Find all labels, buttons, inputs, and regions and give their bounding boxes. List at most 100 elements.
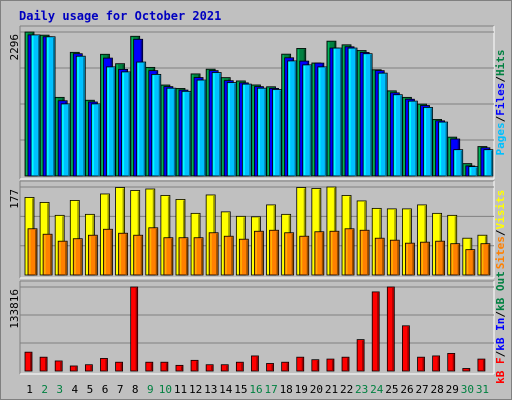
bar-kbytes-f [69, 365, 78, 372]
bar-pages [347, 47, 358, 177]
bar-sites [420, 241, 430, 276]
bar-kbytes-f [24, 351, 33, 372]
bar-pages [377, 72, 388, 177]
bar-pages [226, 82, 237, 177]
bar-pages [453, 149, 464, 177]
bar-kbytes-f [266, 363, 274, 372]
x-tick-label: 26 [400, 383, 413, 396]
bar-kbytes-f [356, 339, 365, 372]
bar-kbytes-f [160, 361, 169, 372]
bar-pages [408, 100, 418, 177]
bar-pages [30, 34, 41, 177]
bar-pages [257, 87, 267, 177]
legend-entry: / [494, 115, 507, 122]
legend-entry: Visits [494, 190, 507, 230]
bar-kbytes-f [432, 355, 441, 372]
bar-kbytes-f [296, 356, 305, 372]
x-tick-label: 14 [219, 383, 233, 396]
legend-entry: / [494, 76, 507, 83]
bar-sites [374, 237, 385, 276]
bar-kbytes-f [386, 286, 395, 372]
x-tick-label: 7 [117, 383, 124, 396]
bar-kbytes-f [417, 356, 425, 372]
bar-kbytes-f [371, 291, 380, 372]
bar-sites [133, 234, 144, 276]
bar-kbytes-f [281, 361, 290, 372]
bar-pages [151, 73, 162, 177]
legend-entry: kB F [494, 357, 507, 384]
x-tick-label: 11 [174, 383, 187, 396]
bar-sites [178, 237, 189, 276]
bar-sites [269, 229, 279, 276]
bar-kbytes-f [220, 364, 229, 372]
bar-pages [196, 79, 207, 177]
bar-sites [27, 228, 38, 276]
bar-pages [241, 83, 252, 177]
x-tick-label: 22 [340, 383, 353, 396]
legend-entry: / [494, 311, 507, 318]
x-tick-label: 16 [249, 383, 262, 396]
x-tick-label: 23 [355, 383, 368, 396]
bar-kbytes-f [190, 359, 199, 372]
bar-pages [121, 71, 131, 177]
x-tick-label: 20 [310, 383, 323, 396]
bar-kbytes-f [341, 356, 350, 372]
y-max-label: 177 [8, 189, 21, 209]
bar-kbytes-f [402, 325, 410, 372]
x-tick-label: 4 [72, 383, 79, 396]
x-tick-label: 18 [280, 383, 293, 396]
bar-pages [60, 103, 71, 177]
x-tick-label: 13 [204, 383, 217, 396]
bar-sites [223, 235, 234, 276]
bar-sites [193, 237, 204, 276]
bar-sites [118, 232, 128, 276]
bar-pages [392, 94, 403, 177]
bar-sites [163, 237, 174, 276]
bar-kbytes-f [477, 358, 486, 372]
bar-pages [136, 61, 147, 177]
panel-middle: 177 Sites/Visits [8, 180, 507, 279]
bar-sites [103, 228, 113, 276]
x-tick-label: 28 [431, 383, 444, 396]
bar-sites [87, 234, 98, 276]
bar-sites [238, 238, 249, 276]
bar-kbytes-f [175, 364, 184, 372]
bar-sites [435, 240, 446, 276]
bar-sites [208, 232, 219, 276]
series-legend-top: Pages/Files/Hits [494, 50, 507, 156]
legend-entry: Sites [494, 236, 507, 269]
bar-pages [106, 66, 116, 177]
bar-pages [317, 66, 328, 177]
bar-pages [166, 87, 177, 177]
x-tick-label: 9 [147, 383, 154, 396]
bar-kbytes-f [115, 361, 123, 372]
x-tick-label: 3 [56, 383, 63, 396]
bar-sites [42, 233, 53, 276]
legend-entry: Hits [494, 50, 507, 77]
legend-entry: kB In [494, 318, 507, 351]
x-tick-label: 8 [132, 383, 139, 396]
bar-kbytes-f [205, 364, 214, 372]
bar-sites [148, 227, 159, 276]
bar-sites [254, 230, 264, 276]
bar-pages [75, 55, 86, 177]
bar-kbytes-f [462, 368, 471, 372]
legend-entry: / [494, 350, 507, 357]
bar-pages [302, 64, 313, 177]
bar-sites [405, 242, 415, 276]
x-tick-label: 24 [370, 383, 384, 396]
bar-sites [480, 243, 491, 276]
y-max-label: 2296 [8, 34, 21, 61]
x-tick-label: 6 [102, 383, 109, 396]
x-tick-label: 2 [41, 383, 48, 396]
x-tick-label: 30 [461, 383, 474, 396]
bar-pages [181, 90, 192, 177]
bar-sites [329, 230, 340, 276]
x-tick-label: 19 [295, 383, 308, 396]
legend-entry: / [494, 229, 507, 236]
bar-sites [465, 249, 476, 276]
bar-kbytes-f [326, 358, 335, 372]
bar-pages [211, 72, 222, 177]
panel-top: 2296 Pages/Files/Hits [8, 25, 507, 180]
